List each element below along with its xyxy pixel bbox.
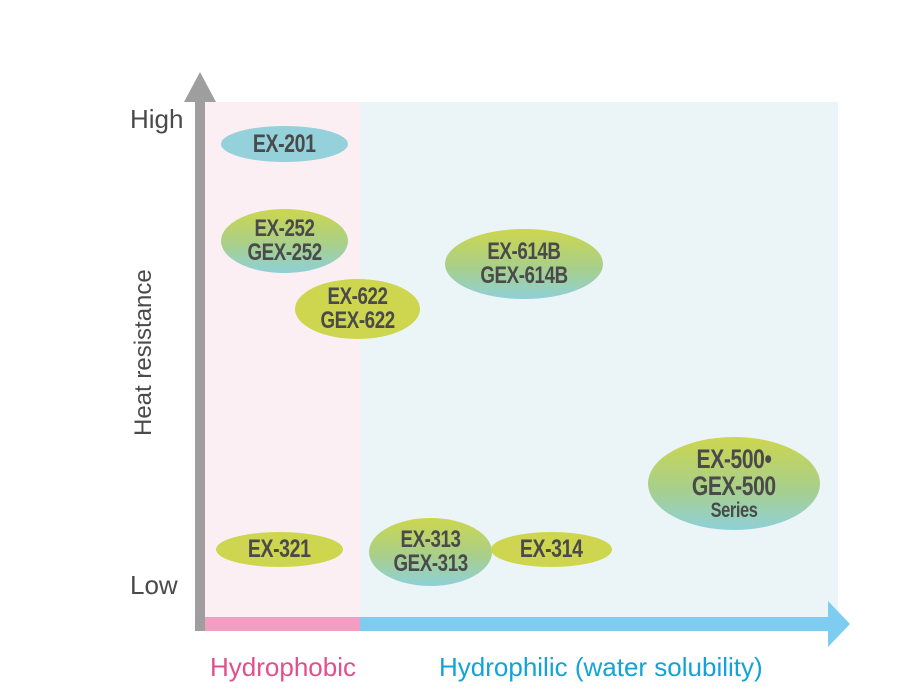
product-label: EX-313 bbox=[400, 526, 461, 553]
hydrophobic-region bbox=[205, 102, 360, 617]
product-bubble-ex-321: EX-321 bbox=[216, 532, 343, 567]
product-bubble-ex-201: EX-201 bbox=[221, 126, 348, 162]
product-bubble-ex-314: EX-314 bbox=[491, 532, 612, 567]
product-label: EX-201 bbox=[253, 129, 316, 158]
heat-resistance-axis bbox=[195, 100, 205, 631]
product-label: GEX-313 bbox=[393, 550, 468, 577]
product-label: GEX-252 bbox=[247, 239, 322, 266]
hydrophobic-label: Hydrophobic bbox=[210, 652, 356, 682]
product-label: EX-314 bbox=[520, 535, 583, 563]
right-arrow-icon bbox=[828, 601, 850, 647]
hydrophobic-axis-bar bbox=[205, 617, 360, 631]
product-label: EX-614B bbox=[487, 238, 561, 265]
y-low-label: Low bbox=[130, 570, 178, 600]
product-label: Series bbox=[710, 499, 758, 522]
product-label: GEX-622 bbox=[320, 307, 395, 334]
product-label: EX-500• bbox=[696, 444, 772, 474]
y-high-label: High bbox=[130, 104, 184, 134]
product-label: EX-252 bbox=[254, 215, 315, 242]
product-bubble-ex-313: EX-313 GEX-313 bbox=[369, 518, 492, 586]
product-bubble-ex-614b: EX-614B GEX-614B bbox=[445, 229, 603, 299]
y-axis-title: Heat resistance bbox=[130, 269, 157, 436]
product-bubble-ex-500-series: EX-500• GEX-500 Series bbox=[648, 437, 820, 530]
product-bubble-ex-622: EX-622 GEX-622 bbox=[295, 279, 420, 339]
product-label: GEX-614B bbox=[480, 262, 568, 289]
product-bubble-ex-252: EX-252 GEX-252 bbox=[221, 209, 348, 273]
product-label: GEX-500 bbox=[692, 471, 776, 501]
product-label: EX-321 bbox=[248, 535, 311, 563]
up-arrow-icon bbox=[184, 72, 216, 102]
hydrophilic-label: Hydrophilic (water solubility) bbox=[439, 652, 763, 682]
product-label: EX-622 bbox=[327, 283, 388, 310]
hydrophilic-axis-bar bbox=[360, 617, 830, 631]
